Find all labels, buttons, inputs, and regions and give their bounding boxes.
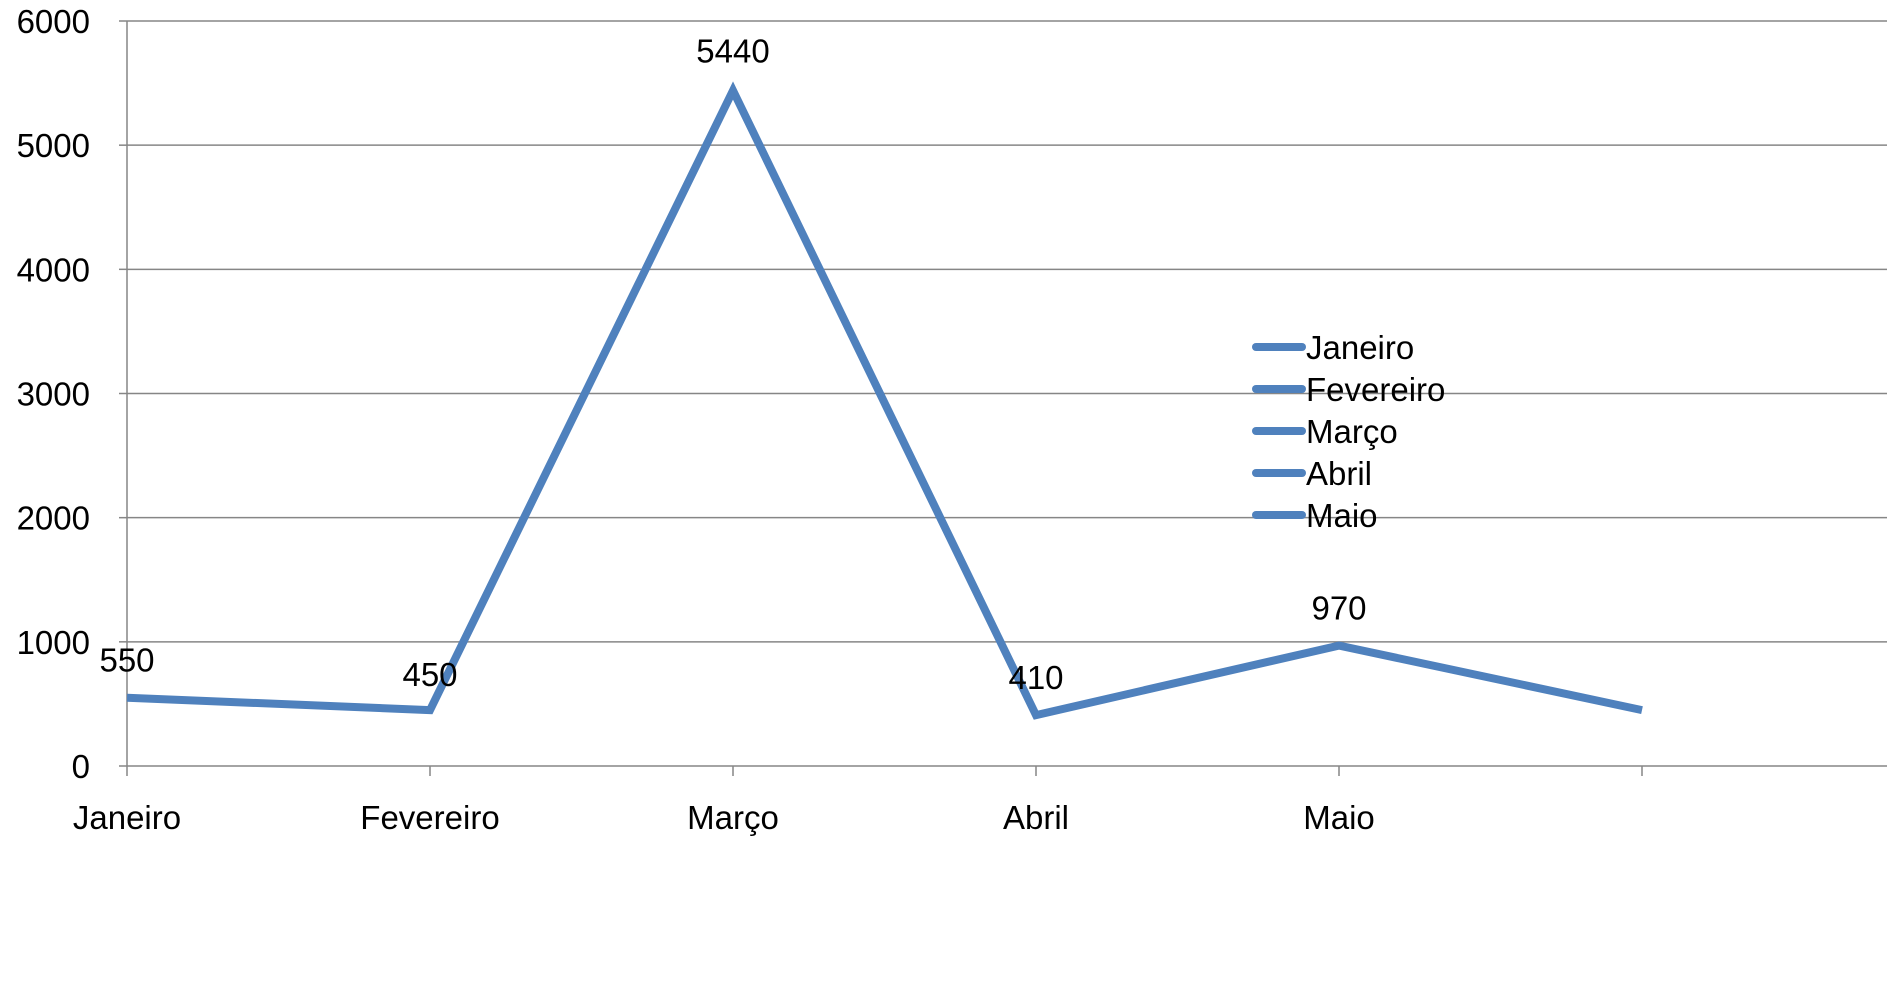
data-label: 450 — [402, 656, 457, 693]
y-axis-tick-labels: 0 1000 2000 3000 4000 5000 6000 — [17, 3, 90, 785]
legend-label: Abril — [1306, 455, 1372, 492]
legend-label: Março — [1306, 413, 1398, 450]
legend-label: Maio — [1306, 497, 1378, 534]
data-label: 550 — [99, 642, 154, 679]
legend-label: Fevereiro — [1306, 371, 1445, 408]
y-tick-label: 5000 — [17, 127, 90, 164]
data-label: 970 — [1311, 590, 1366, 627]
x-tick-label: Março — [687, 799, 779, 836]
x-axis-tick-labels: Janeiro Fevereiro Março Abril Maio — [73, 799, 1375, 836]
legend-label: Janeiro — [1306, 329, 1414, 366]
series-line — [126, 81, 1643, 720]
legend: Janeiro Fevereiro Março Abril Maio — [1252, 329, 1445, 534]
series-line-group — [126, 81, 1643, 720]
grid-lines — [119, 20, 1887, 767]
axes — [126, 21, 1887, 776]
x-tick-label: Abril — [1003, 799, 1069, 836]
data-label: 5440 — [696, 33, 769, 70]
y-tick-label: 2000 — [17, 500, 90, 537]
x-tick-label: Janeiro — [73, 799, 181, 836]
y-tick-label: 0 — [72, 748, 90, 785]
x-tick-label: Fevereiro — [360, 799, 499, 836]
x-tick-label: Maio — [1303, 799, 1375, 836]
y-tick-label: 4000 — [17, 251, 90, 288]
y-tick-label: 3000 — [17, 376, 90, 413]
data-label: 410 — [1008, 659, 1063, 696]
y-tick-label: 1000 — [17, 624, 90, 661]
y-tick-label: 6000 — [17, 3, 90, 40]
data-labels: 550 450 5440 410 970 — [99, 33, 1366, 697]
